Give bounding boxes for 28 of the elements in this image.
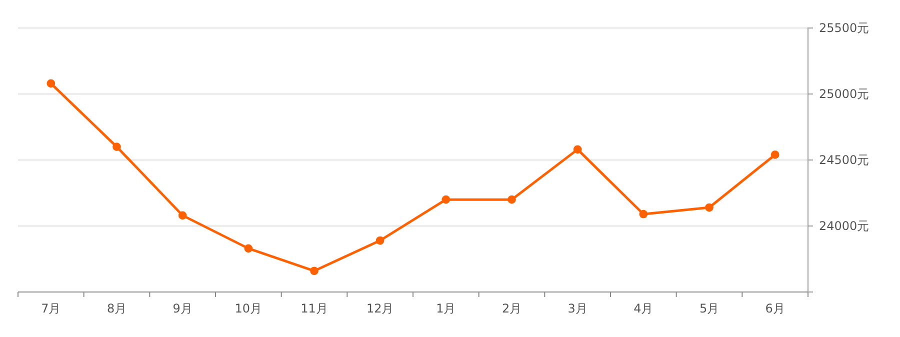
y-tick-label: 25000元 — [819, 86, 870, 101]
x-tick-label: 1月 — [436, 302, 456, 316]
x-tick-label: 6月 — [765, 302, 785, 316]
point — [770, 150, 780, 159]
point — [442, 195, 450, 204]
point — [310, 266, 318, 276]
x-tick-label: 7月 — [41, 302, 61, 316]
point — [508, 195, 516, 204]
x-tick-label: 9月 — [172, 302, 192, 316]
point — [244, 244, 253, 253]
y-tick-label: 25500元 — [819, 20, 870, 35]
point — [376, 236, 384, 245]
x-tick-label: 10月 — [234, 302, 262, 316]
point — [46, 79, 56, 88]
point — [573, 145, 582, 154]
x-tick-label: 3月 — [568, 302, 588, 316]
x-tick-label: 11月 — [300, 302, 328, 316]
x-tick-label: 8月 — [106, 302, 127, 316]
x-tick-label: 4月 — [634, 302, 654, 316]
x-tick-label: 5月 — [699, 302, 720, 316]
y-tick-label: 24500元 — [819, 152, 870, 167]
point — [178, 211, 187, 220]
point — [639, 210, 648, 218]
point — [112, 142, 121, 151]
y-tick-label: 24000元 — [819, 218, 870, 233]
x-tick-label: 12月 — [366, 302, 394, 316]
x-tick-label: 2月 — [502, 302, 522, 316]
point — [705, 203, 714, 212]
